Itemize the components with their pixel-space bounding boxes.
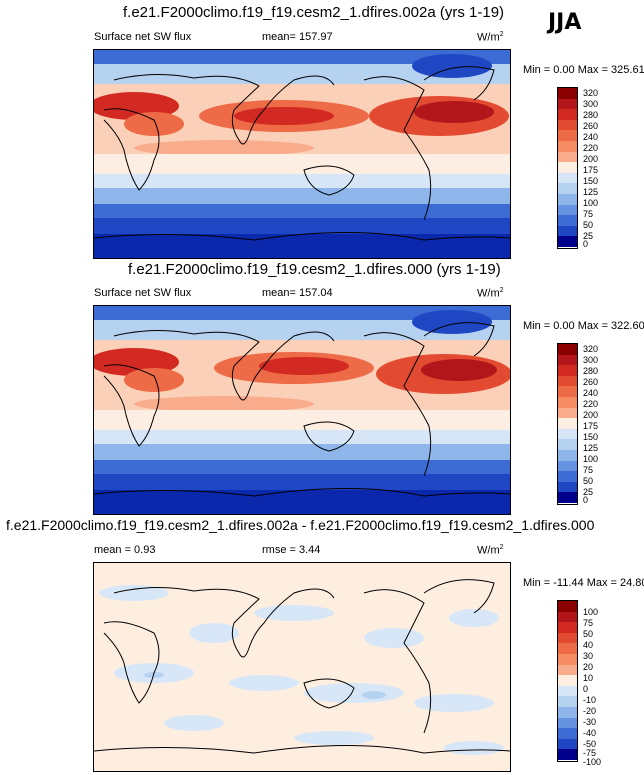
- panel-2-colorbar: [557, 343, 578, 505]
- panel-3-units: W/m2: [477, 544, 504, 557]
- cbar1-label: 50: [583, 220, 594, 230]
- cbar2-label: 240: [583, 388, 599, 398]
- cbar3-label: -100: [583, 757, 602, 767]
- cbar2-label: 125: [583, 443, 599, 453]
- panel-3-colorbar: [557, 600, 578, 762]
- panel-2-map: [93, 305, 511, 515]
- cbar3-label: 0: [583, 684, 589, 694]
- cbar1-label: 300: [583, 99, 599, 109]
- cbar3-label: -40: [583, 728, 597, 738]
- panel-2-mean: mean= 157.04: [262, 287, 333, 299]
- cbar1-label: 320: [583, 88, 599, 98]
- cbar1-label: 25: [583, 231, 594, 241]
- cbar3-label: 10: [583, 673, 594, 683]
- cbar1-label: 75: [583, 209, 594, 219]
- cbar2-label: 50: [583, 476, 594, 486]
- cbar3-label: 50: [583, 629, 594, 639]
- panel-1-units: W/m2: [477, 31, 504, 44]
- cbar1-label: 175: [583, 165, 599, 175]
- panel-1-variable: Surface net SW flux: [94, 31, 192, 43]
- cbar1-label: 260: [583, 121, 599, 131]
- cbar2-label: 25: [583, 487, 594, 497]
- cbar2-label: 260: [583, 377, 599, 387]
- panel-3-rmse: rmse = 3.44: [262, 544, 321, 556]
- cbar1-label: 200: [583, 154, 599, 164]
- cbar1-label: 240: [583, 132, 599, 142]
- cbar3-label: -10: [583, 695, 597, 705]
- cbar3-label: 100: [583, 607, 599, 617]
- panel-1-map: [93, 49, 511, 259]
- cbar1-label: 220: [583, 143, 599, 153]
- panel-3-map: [93, 562, 511, 772]
- panel-2-title: f.e21.F2000climo.f19_f19.cesm2_1.dfires.…: [128, 261, 501, 278]
- cbar3-label: -75: [583, 748, 597, 758]
- panel-2-variable: Surface net SW flux: [94, 287, 192, 299]
- cbar2-label: 150: [583, 432, 599, 442]
- panel-1-minmax: Min = 0.00 Max = 325.61: [523, 64, 644, 76]
- panel-2-minmax: Min = 0.00 Max = 322.60: [523, 320, 644, 332]
- cbar2-label: 220: [583, 399, 599, 409]
- cbar1-label: 100: [583, 198, 599, 208]
- cbar3-label: -20: [583, 706, 597, 716]
- cbar3-label: 20: [583, 662, 594, 672]
- cbar1-label: 0: [583, 239, 589, 249]
- panel-2-units: W/m2: [477, 287, 504, 300]
- panel-1-colorbar: [557, 87, 578, 249]
- panel-3-map-svg: [94, 563, 510, 771]
- panel-3-title: f.e21.F2000climo.f19_f19.cesm2_1.dfires.…: [6, 517, 595, 533]
- cbar3-label: -50: [583, 739, 597, 749]
- cbar2-label: 320: [583, 344, 599, 354]
- cbar1-label: 280: [583, 110, 599, 120]
- cbar1-label: 150: [583, 176, 599, 186]
- panel-1-mean: mean= 157.97: [262, 31, 333, 43]
- panel-2-map-svg: [94, 306, 510, 514]
- cbar3-label: 40: [583, 640, 594, 650]
- cbar3-label: 30: [583, 651, 594, 661]
- cbar2-label: 300: [583, 355, 599, 365]
- panel-1-map-svg: [94, 50, 510, 258]
- cbar2-label: 175: [583, 421, 599, 431]
- cbar1-label: 125: [583, 187, 599, 197]
- cbar3-label: -30: [583, 717, 597, 727]
- cbar2-label: 200: [583, 410, 599, 420]
- cbar2-label: 75: [583, 465, 594, 475]
- panel-3-minmax: Min = -11.44 Max = 24.80: [523, 577, 644, 589]
- season-label: JJA: [548, 10, 582, 35]
- cbar2-label: 100: [583, 454, 599, 464]
- panel-3-mean: mean = 0.93: [94, 544, 156, 556]
- cbar2-label: 280: [583, 366, 599, 376]
- cbar2-label: 0: [583, 495, 589, 505]
- panel-1-title: f.e21.F2000climo.f19_f19.cesm2_1.dfires.…: [123, 4, 505, 21]
- cbar3-label: 75: [583, 618, 594, 628]
